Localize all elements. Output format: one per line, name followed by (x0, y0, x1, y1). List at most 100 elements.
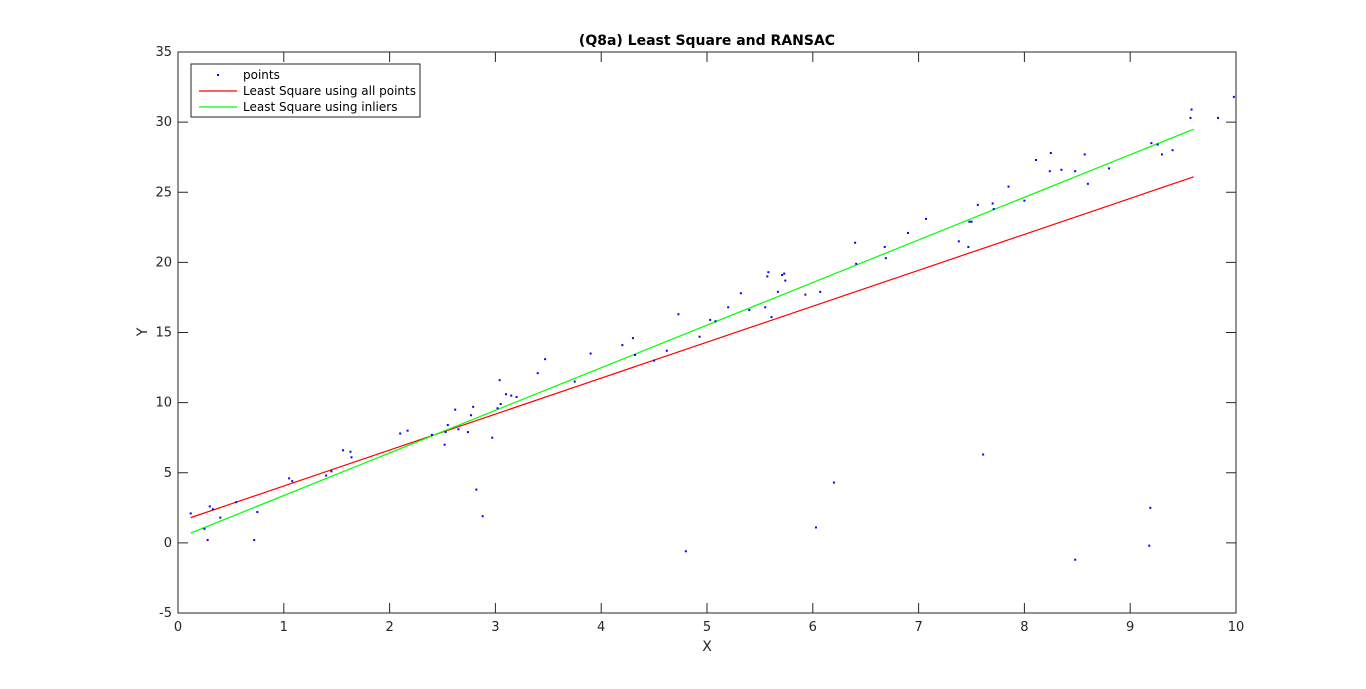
data-point (968, 220, 971, 223)
data-point (781, 273, 784, 276)
data-point (350, 456, 353, 459)
data-point (665, 349, 668, 352)
data-point (446, 424, 449, 427)
data-point (854, 241, 857, 244)
data-point (1086, 182, 1089, 185)
legend-swatch-points (217, 74, 219, 76)
data-point (470, 414, 473, 417)
data-point (1083, 153, 1086, 156)
y-tick-label: 20 (155, 255, 172, 270)
data-point (1156, 143, 1159, 146)
data-point (325, 474, 328, 477)
data-point (784, 279, 787, 282)
data-point (770, 316, 773, 319)
data-point (767, 271, 770, 274)
data-point (589, 352, 592, 355)
x-tick-label: 7 (914, 620, 922, 635)
data-point (536, 372, 539, 375)
data-point (970, 220, 973, 223)
data-point (1160, 153, 1163, 156)
data-point (1049, 151, 1052, 154)
x-tick-label: 3 (491, 620, 499, 635)
chart-title: (Q8a) Least Square and RANSAC (579, 33, 835, 49)
data-point (498, 379, 501, 382)
y-tick-label: 0 (164, 536, 172, 551)
data-point (1149, 506, 1152, 509)
x-tick-label: 10 (1228, 620, 1245, 635)
data-point (727, 306, 730, 309)
data-point (907, 231, 910, 234)
data-point (496, 407, 499, 410)
x-axis-title: X (702, 639, 712, 655)
data-point (288, 477, 291, 480)
data-point (764, 306, 767, 309)
data-point (855, 262, 858, 265)
data-point (832, 481, 835, 484)
y-tick-label: 10 (155, 396, 172, 411)
data-point (957, 240, 960, 243)
data-point (967, 245, 970, 248)
data-point (1171, 149, 1174, 152)
data-point (698, 335, 701, 338)
legend-label: points (243, 68, 280, 82)
data-point (1048, 170, 1051, 173)
legend-label: Least Square using all points (243, 84, 416, 98)
data-point (406, 429, 409, 432)
data-point (504, 393, 507, 396)
data-point (819, 290, 822, 293)
legend: points Least Square using all points Least… (190, 63, 421, 118)
data-point (766, 275, 769, 278)
plot-frame (177, 51, 1237, 614)
data-point (189, 512, 192, 515)
data-point (466, 431, 469, 434)
data-point (515, 396, 518, 399)
data-point (349, 450, 352, 453)
data-point (544, 358, 547, 361)
x-tick-label: 4 (597, 620, 605, 635)
data-point (1035, 158, 1038, 161)
data-point (677, 313, 680, 316)
data-point (491, 436, 494, 439)
data-point (883, 245, 886, 248)
data-point (992, 208, 995, 211)
data-point (1060, 168, 1063, 171)
x-tick-label: 9 (1126, 620, 1134, 635)
data-point (208, 505, 211, 508)
data-point (475, 488, 478, 491)
x-tick-label: 8 (1020, 620, 1028, 635)
data-point (399, 432, 402, 435)
data-point (1189, 116, 1192, 119)
x-tick-label: 2 (385, 620, 393, 635)
data-point (1232, 95, 1235, 98)
data-point (709, 318, 712, 321)
data-point (783, 272, 786, 275)
y-tick-label: 25 (155, 185, 172, 200)
data-point (776, 290, 779, 293)
data-point (1007, 185, 1010, 188)
plot-area (178, 52, 1236, 613)
data-point (653, 359, 656, 362)
data-point (634, 353, 637, 356)
y-tick-label: 5 (164, 466, 172, 481)
data-point (925, 217, 928, 220)
data-point (256, 511, 259, 514)
data-point (235, 501, 238, 504)
legend-items: points Least Square using all points Least… (199, 68, 416, 114)
y-tick-label: -5 (159, 606, 172, 621)
data-point (481, 515, 484, 518)
data-point (814, 526, 817, 529)
data-point (1074, 558, 1077, 561)
data-point (457, 428, 460, 431)
y-tick-label: 35 (155, 45, 172, 60)
data-point (573, 380, 576, 383)
data-point (804, 293, 807, 296)
y-axis-title: Y (135, 327, 151, 337)
data-point (499, 403, 502, 406)
data-point (1217, 116, 1220, 119)
data-point (739, 292, 742, 295)
data-point (444, 431, 447, 434)
data-point (443, 443, 446, 446)
data-point (206, 539, 209, 542)
data-point (631, 337, 634, 340)
